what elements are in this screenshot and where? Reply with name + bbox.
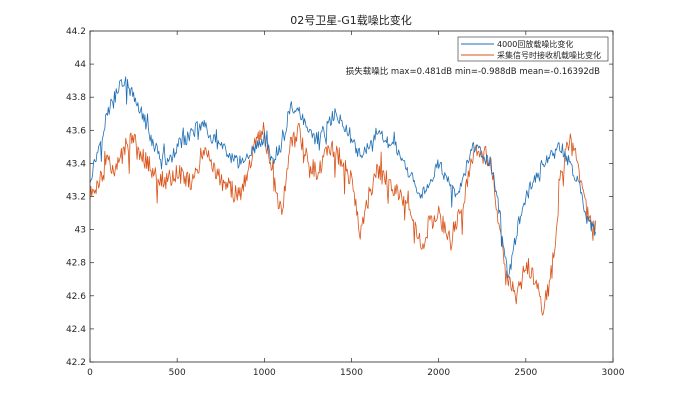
y-tick-label: 42.4 (66, 325, 86, 335)
y-tick-label: 43.8 (66, 93, 86, 103)
y-tick-label: 43.2 (66, 193, 86, 203)
legend-label-receiver: 采集信号时接收机载噪比变化 (497, 50, 601, 60)
y-tick-label: 42.2 (66, 358, 86, 368)
y-tick-label: 44 (75, 60, 87, 70)
y-tick-label: 43.4 (66, 159, 86, 169)
series-layer (89, 76, 596, 316)
series-line-playback (89, 76, 596, 279)
x-tick-label: 2000 (427, 368, 450, 378)
x-tick-label: 1000 (253, 368, 276, 378)
x-tick-label: 1500 (340, 368, 363, 378)
legend: 4000回放载噪比变化 采集信号时接收机载噪比变化 (457, 36, 609, 62)
chart-title: 02号卫星-G1载噪比变化 (290, 13, 412, 27)
x-axis: 0 500 1000 1500 2000 2500 3000 (87, 31, 625, 378)
legend-box (457, 36, 609, 62)
x-tick-label: 0 (87, 368, 93, 378)
y-tick-label: 42.6 (66, 292, 86, 302)
loss-annotation: 损失载噪比 max=0.481dB min=-0.988dB mean=-0.1… (346, 66, 600, 77)
x-tick-label: 2500 (514, 368, 537, 378)
y-tick-label: 43.6 (66, 126, 86, 136)
plot-area (90, 31, 613, 362)
plot-frame (89, 30, 614, 363)
y-axis: 42.2 42.4 42.6 42.8 43 43.2 43.4 43.6 43.8 44 44.2 (66, 27, 613, 368)
legend-label-playback: 4000回放载噪比变化 (497, 39, 573, 49)
x-tick-label: 500 (169, 368, 186, 378)
series-line-receiver (89, 122, 596, 316)
y-tick-label: 43 (75, 226, 86, 236)
y-tick-label: 42.8 (66, 259, 86, 269)
y-tick-label: 44.2 (66, 27, 86, 37)
x-tick-label: 3000 (602, 368, 625, 378)
